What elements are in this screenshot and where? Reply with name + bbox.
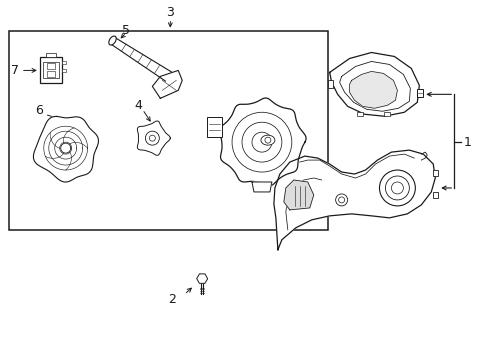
Bar xyxy=(43,62,59,78)
Bar xyxy=(40,58,62,84)
Circle shape xyxy=(265,137,271,143)
Bar xyxy=(62,62,66,64)
Text: 1: 1 xyxy=(464,136,472,149)
Circle shape xyxy=(379,170,416,206)
Bar xyxy=(46,54,56,58)
Bar xyxy=(433,170,438,176)
Bar xyxy=(47,63,55,69)
Text: 5: 5 xyxy=(122,24,130,37)
Bar xyxy=(62,69,66,72)
Ellipse shape xyxy=(109,36,116,45)
Polygon shape xyxy=(137,121,171,155)
Bar xyxy=(385,112,391,116)
Text: 7: 7 xyxy=(11,64,19,77)
Circle shape xyxy=(149,135,155,141)
Ellipse shape xyxy=(261,135,275,145)
Text: 6: 6 xyxy=(35,104,43,117)
Text: 2: 2 xyxy=(169,293,176,306)
Bar xyxy=(47,71,55,77)
Text: 3: 3 xyxy=(166,6,174,19)
Circle shape xyxy=(339,197,344,203)
Bar xyxy=(9,31,328,230)
Circle shape xyxy=(392,182,403,194)
Polygon shape xyxy=(219,98,306,186)
Bar xyxy=(328,80,333,88)
Bar xyxy=(357,112,363,116)
Text: 4: 4 xyxy=(134,99,143,112)
Bar xyxy=(433,192,438,198)
Polygon shape xyxy=(252,182,272,192)
Polygon shape xyxy=(284,180,314,210)
Polygon shape xyxy=(274,150,435,250)
Circle shape xyxy=(146,131,159,145)
Bar xyxy=(207,117,222,137)
Polygon shape xyxy=(33,116,98,182)
Polygon shape xyxy=(349,71,397,108)
Circle shape xyxy=(336,194,347,206)
Polygon shape xyxy=(330,53,419,116)
Circle shape xyxy=(61,143,71,153)
Circle shape xyxy=(386,176,409,200)
Bar xyxy=(417,89,423,97)
